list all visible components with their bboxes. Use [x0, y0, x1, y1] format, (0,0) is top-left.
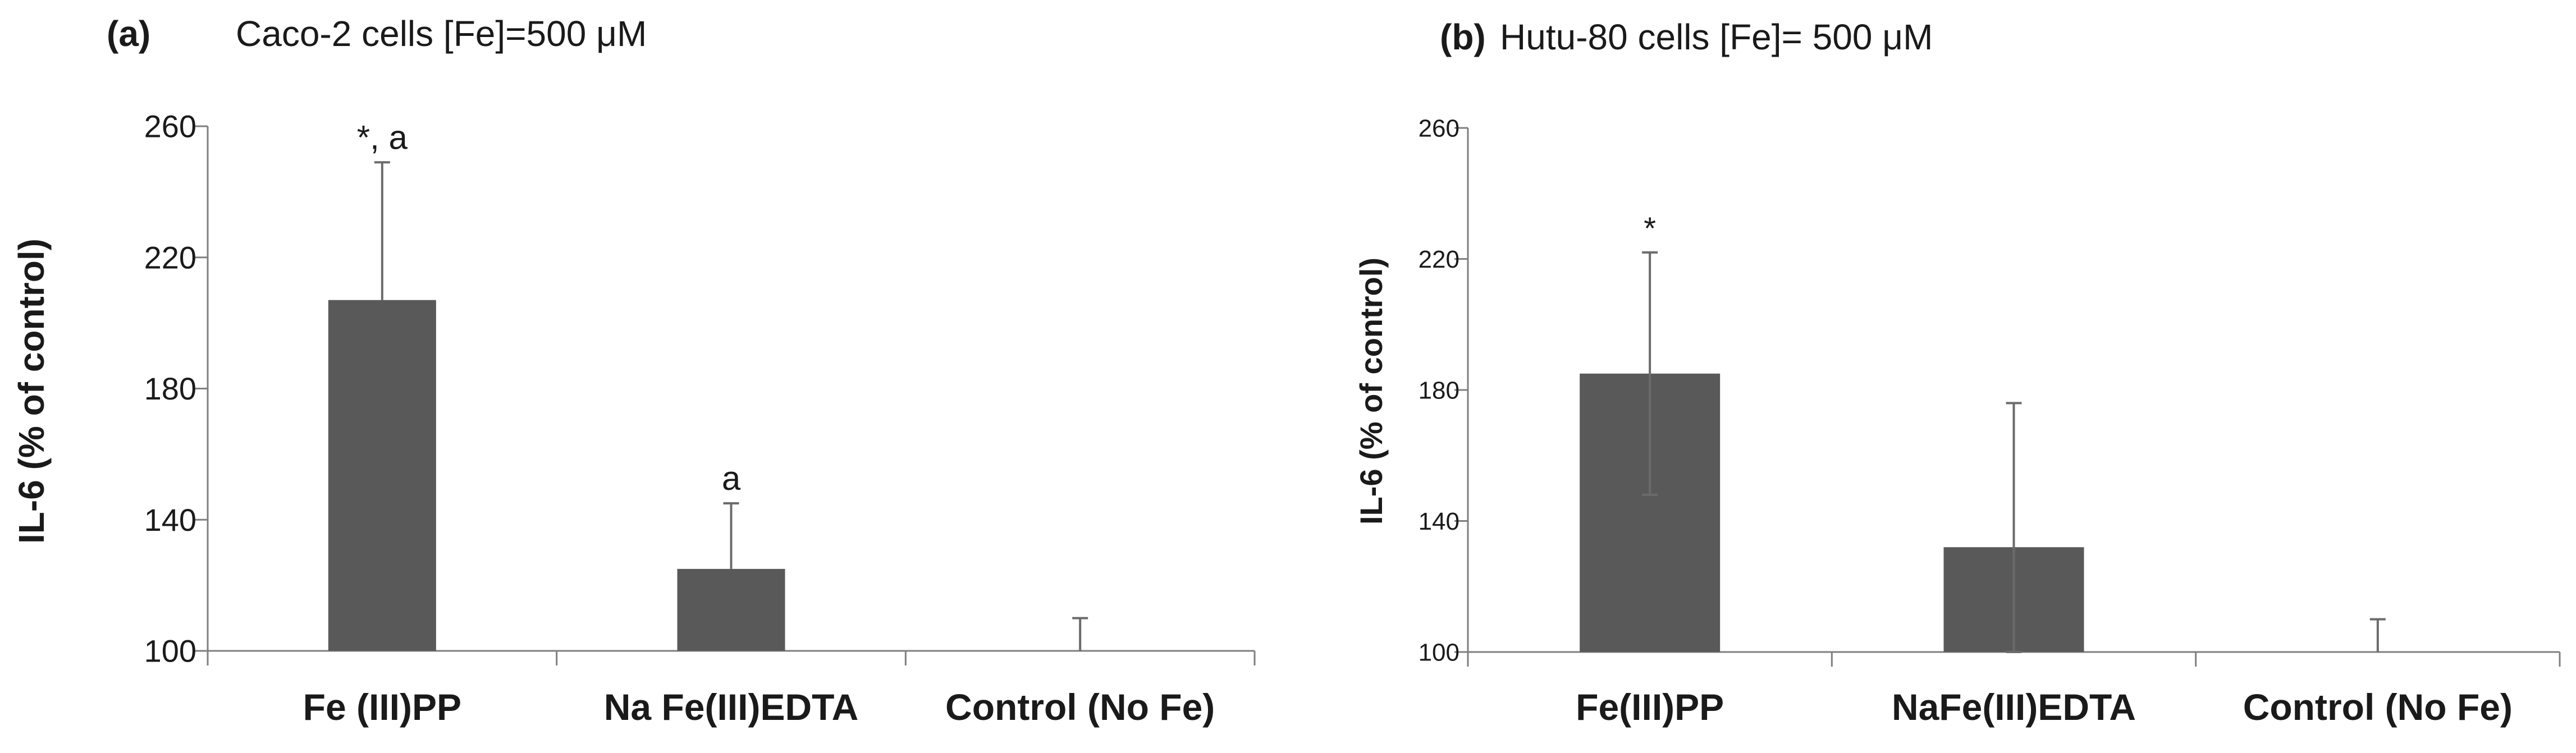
chart-title: Hutu-80 cells [Fe]= 500 μM — [1500, 17, 1933, 57]
y-axis-label: IL-6 (% of control) — [11, 238, 52, 544]
panel-a: (a) Caco-2 cells [Fe]=500 μM IL-6 (% of … — [11, 13, 1256, 728]
significance-annotation: a — [722, 460, 741, 497]
y-tick-label: 260 — [144, 109, 196, 144]
panel-b: (b) Hutu-80 cells [Fe]= 500 μM IL-6 (% o… — [1353, 17, 2561, 728]
y-tick-label: 180 — [144, 371, 196, 406]
x-tick-label: Fe (III)PP — [303, 686, 461, 728]
y-tick-label: 140 — [144, 502, 196, 538]
x-tick-label: Na Fe(III)EDTA — [604, 686, 858, 728]
y-tick-label: 220 — [1419, 246, 1459, 273]
error-bars — [374, 161, 1088, 651]
tick-labels: 100 140 180 220 260 * Fe(III)PP NaFe(III)EDTA Co… — [1419, 114, 2513, 728]
bar — [328, 300, 436, 651]
bars — [1580, 373, 2084, 652]
bar — [677, 568, 785, 651]
x-tick-label: Control (No Fe) — [2243, 686, 2513, 728]
y-axis-label: IL-6 (% of control) — [1353, 258, 1389, 525]
significance-annotation: *, a — [357, 118, 408, 156]
y-tick-label: 260 — [1419, 114, 1459, 142]
tick-labels: 100 140 180 220 260 *, a Fe (III)PP a Na Fe(III)… — [144, 109, 1215, 728]
panel-label: (a) — [107, 13, 150, 54]
y-tick-label: 180 — [1419, 377, 1459, 404]
x-tick-label: NaFe(III)EDTA — [1892, 686, 2136, 728]
y-tick-label: 220 — [144, 240, 196, 275]
bars — [328, 300, 785, 651]
y-tick-label: 100 — [1419, 639, 1459, 666]
y-tick-label: 140 — [1419, 508, 1459, 535]
chart-title: Caco-2 cells [Fe]=500 μM — [236, 13, 647, 54]
panel-label: (b) — [1440, 17, 1486, 57]
error-bars — [1642, 251, 2386, 653]
y-tick-label: 100 — [144, 633, 196, 669]
significance-annotation: * — [1644, 210, 1656, 246]
x-tick-label: Control (No Fe) — [945, 686, 1215, 728]
x-tick-label: Fe(III)PP — [1576, 686, 1724, 728]
